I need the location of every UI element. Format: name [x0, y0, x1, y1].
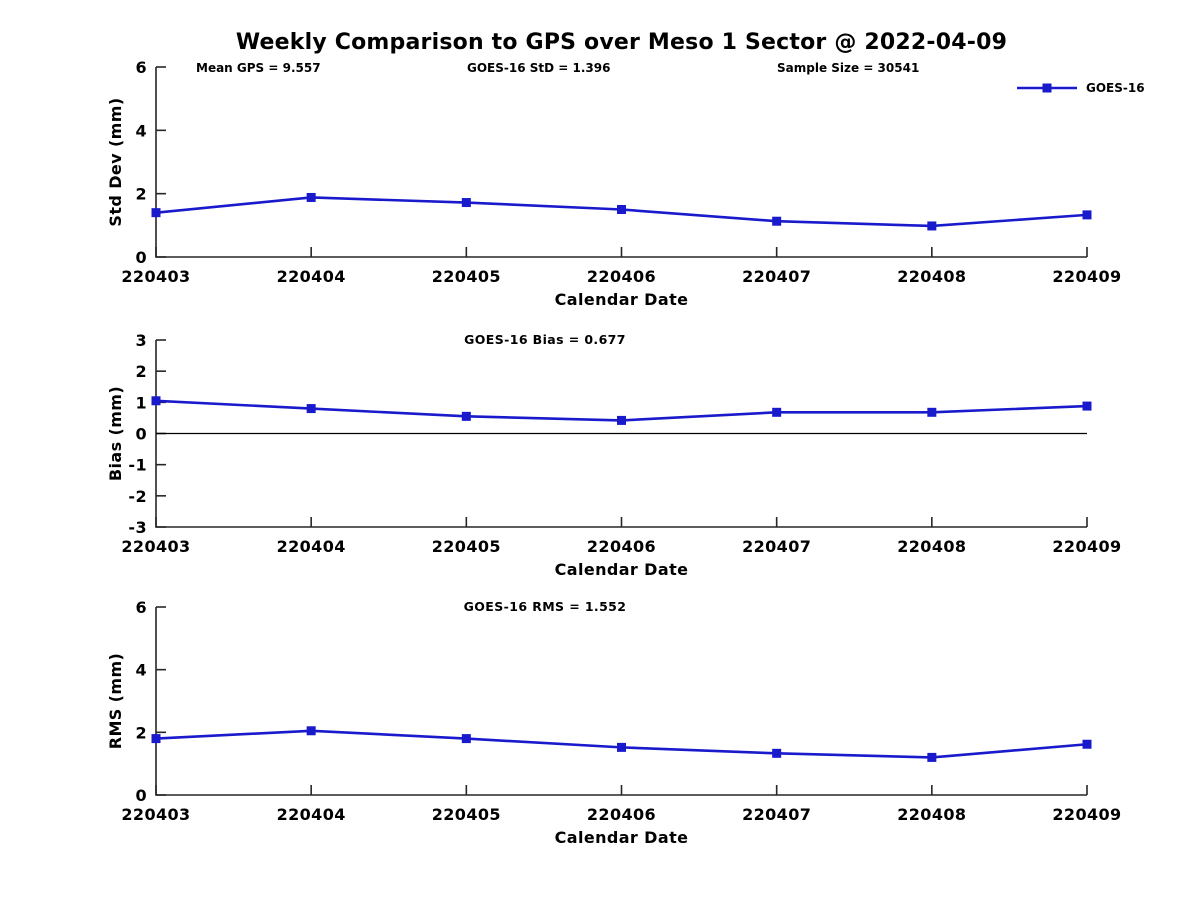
x-tick-label: 220407 [742, 537, 811, 556]
x-tick-label: 220403 [121, 267, 190, 286]
x-tick-label: 220404 [277, 267, 346, 286]
x-tick-label: 220406 [587, 805, 656, 824]
x-tick-label: 220409 [1052, 805, 1121, 824]
x-tick-label: 220404 [277, 805, 346, 824]
data-point-marker [927, 752, 937, 762]
data-point-marker [151, 734, 161, 744]
data-point-marker [1082, 739, 1092, 749]
data-point-marker [772, 748, 782, 758]
data-point-marker [1082, 210, 1092, 220]
x-axis-label: Calendar Date [555, 290, 689, 309]
x-tick-label: 220407 [742, 267, 811, 286]
data-point-marker [617, 415, 626, 425]
y-tick-label: -1 [128, 456, 147, 475]
axes-2 [155, 607, 1087, 796]
y-tick-label: 0 [135, 425, 147, 444]
data-point-marker [772, 216, 782, 226]
data-point-marker [461, 734, 471, 744]
y-tick-label: 4 [135, 121, 147, 140]
x-tick-label: 220406 [587, 267, 656, 286]
x-tick-label: 220403 [121, 537, 190, 556]
data-point-marker [927, 407, 937, 417]
x-tick-label: 220409 [1052, 267, 1121, 286]
annotation-goes16-std: GOES-16 StD = 1.396 [467, 61, 611, 75]
legend-label: GOES-16 [1086, 81, 1145, 95]
data-point-marker [151, 208, 161, 218]
data-point-marker [306, 404, 316, 414]
axes-0 [155, 67, 1087, 258]
y-tick-label: 4 [135, 661, 147, 680]
data-point-marker [1082, 401, 1092, 411]
data-point-marker [306, 726, 316, 736]
chart-title: Weekly Comparison to GPS over Meso 1 Sec… [235, 30, 1008, 55]
y-tick-label: 6 [135, 598, 147, 617]
x-tick-label: 220405 [432, 267, 501, 286]
data-point-marker [772, 407, 782, 417]
x-axis-label: Calendar Date [555, 828, 689, 847]
x-tick-label: 220403 [121, 805, 190, 824]
x-tick-label: 220407 [742, 805, 811, 824]
y-tick-label: 2 [135, 723, 147, 742]
x-tick-label: 220409 [1052, 537, 1121, 556]
legend-square-marker-icon [1042, 83, 1052, 93]
y-tick-label: -3 [128, 518, 147, 537]
y-tick-label: 1 [135, 393, 147, 412]
x-tick-label: 220408 [897, 267, 966, 286]
y-axis-label: RMS (mm) [106, 653, 125, 750]
x-tick-label: 220405 [432, 537, 501, 556]
x-tick-label: 220404 [277, 537, 346, 556]
data-point-marker [461, 411, 471, 421]
y-tick-label: 0 [135, 248, 147, 267]
y-tick-label: 2 [135, 185, 147, 204]
legend: GOES-16 [1016, 81, 1145, 95]
y-axis-label: Std Dev (mm) [106, 97, 125, 226]
x-tick-label: 220406 [587, 537, 656, 556]
subplot-title: GOES-16 Bias = 0.677 [464, 332, 626, 347]
x-tick-label: 220408 [897, 805, 966, 824]
y-tick-label: 0 [135, 786, 147, 805]
x-tick-label: 220408 [897, 537, 966, 556]
annotation-sample-size: Sample Size = 30541 [777, 61, 920, 75]
data-point-marker [617, 742, 626, 752]
annotation-mean-gps: Mean GPS = 9.557 [196, 61, 321, 75]
y-axis-label: Bias (mm) [106, 386, 125, 481]
y-tick-label: 3 [135, 331, 147, 350]
y-tick-label: -2 [128, 487, 147, 506]
legend-series-icon [1017, 83, 1077, 93]
y-tick-label: 6 [135, 58, 147, 77]
data-point-marker [151, 396, 161, 406]
data-point-marker [927, 221, 937, 231]
subplot-title: GOES-16 RMS = 1.552 [464, 599, 627, 614]
data-point-marker [617, 205, 626, 214]
x-axis-label: Calendar Date [555, 560, 689, 579]
data-point-marker [461, 198, 471, 208]
x-tick-label: 220405 [432, 805, 501, 824]
data-point-marker [306, 192, 316, 202]
y-tick-label: 2 [135, 362, 147, 381]
